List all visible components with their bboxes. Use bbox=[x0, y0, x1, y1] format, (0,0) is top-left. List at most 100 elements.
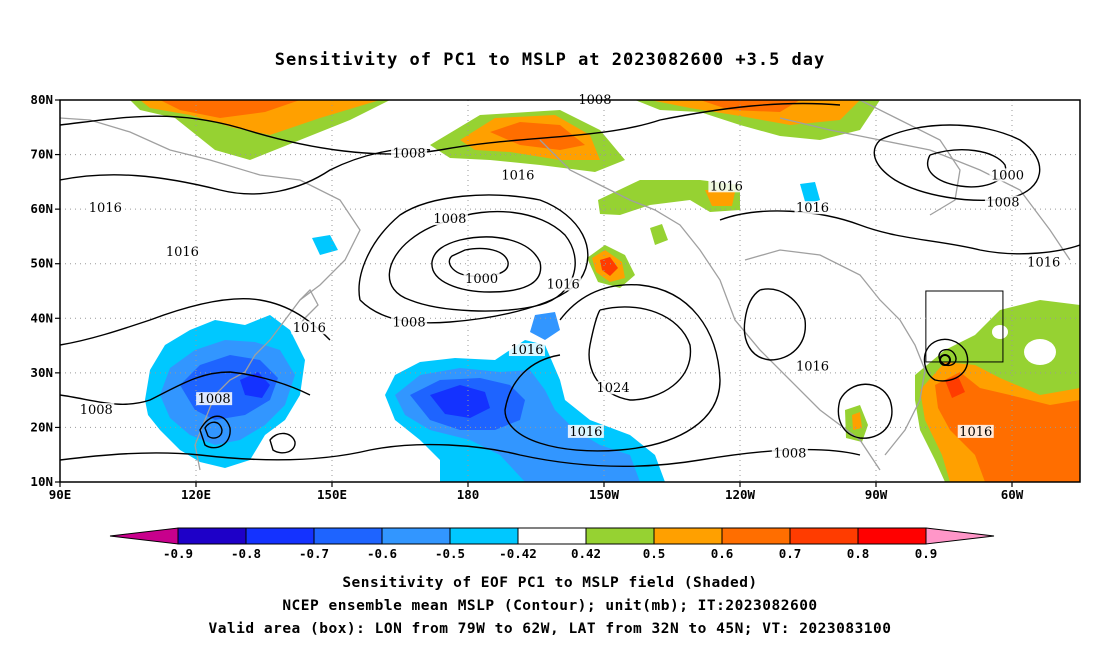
colorbar-segment bbox=[721, 527, 791, 545]
contour-line bbox=[60, 102, 841, 155]
colorbar-segment bbox=[449, 527, 519, 545]
shade-positive-region bbox=[650, 224, 668, 245]
colorbar-label: 0.8 bbox=[847, 546, 870, 561]
contour-label-bg bbox=[164, 244, 201, 258]
contour-label: 1008 bbox=[198, 392, 231, 407]
shade-positive-region bbox=[935, 372, 1080, 482]
contour-labels: 1008 1008 1016 1016 1000 1008 1016 1008 1016 1016… bbox=[78, 93, 1062, 462]
plot-frame bbox=[59, 99, 1081, 483]
contour-label: 1024 bbox=[597, 381, 630, 396]
contour-label: 1016 bbox=[293, 321, 326, 336]
axis-labels: 90E 120E 150E 180 150W 120W 90W 60W 10N 20N 30N 40N… bbox=[30, 92, 1023, 502]
lat-tick-label: 30N bbox=[30, 365, 53, 380]
shade-positive-region bbox=[598, 180, 740, 215]
contour-label-bg bbox=[989, 168, 1026, 182]
coastline-alaska bbox=[539, 139, 881, 471]
lon-tick-label: 150E bbox=[317, 487, 347, 502]
lon-tick-label: 90W bbox=[865, 487, 888, 502]
shade-positive-region bbox=[490, 122, 585, 150]
valid-area-box bbox=[925, 290, 1004, 363]
shade-negative-region bbox=[800, 182, 820, 205]
contour-label-bg bbox=[291, 321, 328, 335]
contour-label-bg bbox=[499, 168, 536, 182]
shade-positive-region bbox=[650, 100, 860, 125]
colorbar-label: -0.9 bbox=[163, 546, 193, 561]
contour-label: 1016 bbox=[501, 168, 534, 183]
colorbar-segment bbox=[381, 527, 451, 545]
shade-hole bbox=[992, 325, 1008, 339]
colorbar-segment bbox=[857, 527, 927, 545]
shaded-sensitivity bbox=[130, 100, 1080, 482]
shade-negative-region bbox=[240, 372, 270, 398]
shade-negative-region bbox=[312, 235, 338, 255]
contour-label: 1008 bbox=[393, 147, 426, 162]
colorbar-segment bbox=[245, 527, 315, 545]
contour-label-bg bbox=[708, 179, 745, 193]
contour-label: 1008 bbox=[393, 316, 426, 331]
contour-label-bg bbox=[984, 195, 1021, 209]
lat-tick-label: 70N bbox=[30, 147, 53, 162]
colorbar-label: 0.7 bbox=[779, 546, 802, 561]
colorbar-label: -0.6 bbox=[367, 546, 397, 561]
contour-line bbox=[60, 148, 431, 195]
contour-label-bg bbox=[794, 359, 831, 373]
colorbar-label: -0.42 bbox=[499, 546, 537, 561]
contour-line bbox=[388, 210, 576, 312]
contour-label-bg bbox=[508, 343, 545, 357]
colorbar-segment bbox=[313, 527, 383, 545]
contour-label: 1008 bbox=[986, 196, 1019, 211]
contour-label-bg bbox=[463, 272, 500, 286]
contour-label: 1016 bbox=[796, 359, 829, 374]
contour-label-bg bbox=[87, 201, 124, 215]
contour-label: 1000 bbox=[991, 168, 1024, 183]
shade-positive-region bbox=[852, 412, 862, 430]
contour-label: 1016 bbox=[89, 201, 122, 216]
lat-tick-label: 20N bbox=[30, 419, 53, 434]
colorbar: -0.9 -0.8 -0.7 -0.6 -0.5 -0.42 0.42 0.5 0.6 0.7 0.… bbox=[109, 527, 995, 561]
contour-label-bg bbox=[431, 212, 468, 226]
colorbar-end-low bbox=[109, 527, 179, 545]
contour-line bbox=[837, 383, 893, 439]
colorbar-label: -0.5 bbox=[435, 546, 465, 561]
shade-negative-region bbox=[430, 385, 490, 418]
shade-positive-region bbox=[945, 376, 965, 398]
contour-label-bg bbox=[545, 277, 582, 291]
colorbar-label: -0.8 bbox=[231, 546, 261, 561]
mslp-contours bbox=[60, 102, 1080, 468]
contour-label-bg bbox=[794, 201, 831, 215]
lon-tick-label: 90E bbox=[49, 487, 72, 502]
contour-label: 1008 bbox=[80, 403, 113, 418]
contour-label-bg bbox=[391, 146, 428, 160]
lon-tick-label: 60W bbox=[1001, 487, 1024, 502]
contour-line bbox=[60, 298, 331, 346]
contour-label: 1016 bbox=[547, 278, 580, 293]
shade-positive-region bbox=[705, 190, 735, 206]
contour-line bbox=[358, 194, 589, 324]
contour-label: 1000 bbox=[465, 272, 498, 287]
lat-tick-label: 60N bbox=[30, 201, 53, 216]
contour-line bbox=[743, 288, 806, 361]
colorbar-segment bbox=[789, 527, 859, 545]
colorbar-end-high bbox=[925, 527, 995, 545]
lon-tick-label: 180 bbox=[457, 487, 480, 502]
contour-label: 1016 bbox=[1027, 256, 1060, 271]
contour-label-bg bbox=[78, 403, 115, 417]
caption-valid-area: Valid area (box): LON from 79W to 62W, L… bbox=[208, 621, 892, 637]
lat-tick-label: 50N bbox=[30, 256, 53, 271]
contour-label-bg bbox=[391, 315, 428, 329]
contour-label-bg bbox=[196, 392, 233, 406]
lon-tick-label: 120W bbox=[725, 487, 756, 502]
contour-line bbox=[504, 284, 721, 452]
map-title: Sensitivity of PC1 to MSLP at 2023082600… bbox=[274, 50, 826, 70]
shade-hole bbox=[1024, 339, 1056, 365]
contour-label: 1016 bbox=[796, 201, 829, 216]
colorbar-label: -0.7 bbox=[299, 546, 329, 561]
contour-label-bg bbox=[1025, 255, 1062, 269]
caption-contour: NCEP ensemble mean MSLP (Contour); unit(… bbox=[282, 598, 818, 614]
colorbar-segment bbox=[585, 527, 655, 545]
caption-shaded: Sensitivity of EOF PC1 to MSLP field (Sh… bbox=[342, 575, 758, 591]
contour-line bbox=[199, 415, 231, 449]
colorbar-label: 0.5 bbox=[643, 546, 666, 561]
lon-tick-label: 120E bbox=[181, 487, 211, 502]
colorbar-label: 0.6 bbox=[711, 546, 734, 561]
